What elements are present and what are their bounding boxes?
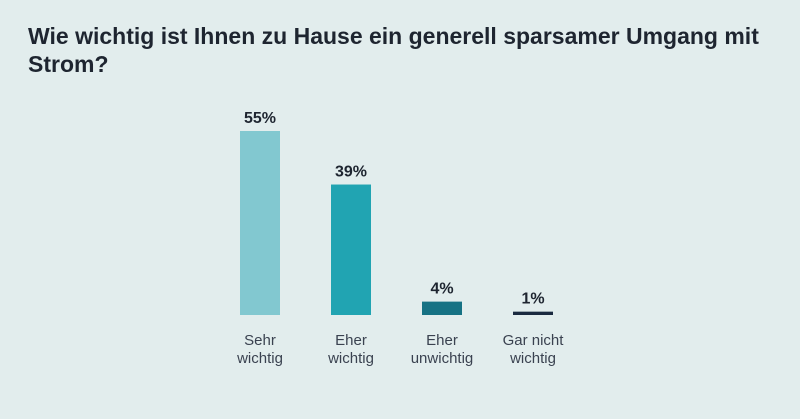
bar-1 [331, 184, 371, 315]
bar-0 [240, 131, 280, 315]
bar-2 [422, 301, 462, 315]
category-label-line: wichtig [509, 350, 556, 367]
category-label-line: Eher [426, 332, 458, 349]
bar-3 [513, 311, 553, 315]
chart-title: Wie wichtig ist Ihnen zu Hause ein gener… [28, 23, 759, 77]
bar-value-label-3: 1% [521, 291, 544, 308]
bar-value-label-2: 4% [430, 281, 453, 298]
category-label-line: Gar nicht [503, 332, 565, 349]
bar-value-label-1: 39% [335, 164, 367, 181]
bar-value-label-0: 55% [244, 110, 276, 127]
category-label-line: wichtig [327, 350, 374, 367]
category-label-2: Eher unwichtig [411, 332, 474, 367]
category-label-1: Eher wichtig [327, 332, 374, 367]
category-label-line: Eher [335, 332, 367, 349]
category-label-line: Sehr [244, 332, 276, 349]
category-label-0: Sehr wichtig [236, 332, 283, 367]
category-label-3: Gar nicht wichtig [503, 332, 565, 367]
category-label-line: unwichtig [411, 350, 474, 367]
category-label-line: wichtig [236, 350, 283, 367]
